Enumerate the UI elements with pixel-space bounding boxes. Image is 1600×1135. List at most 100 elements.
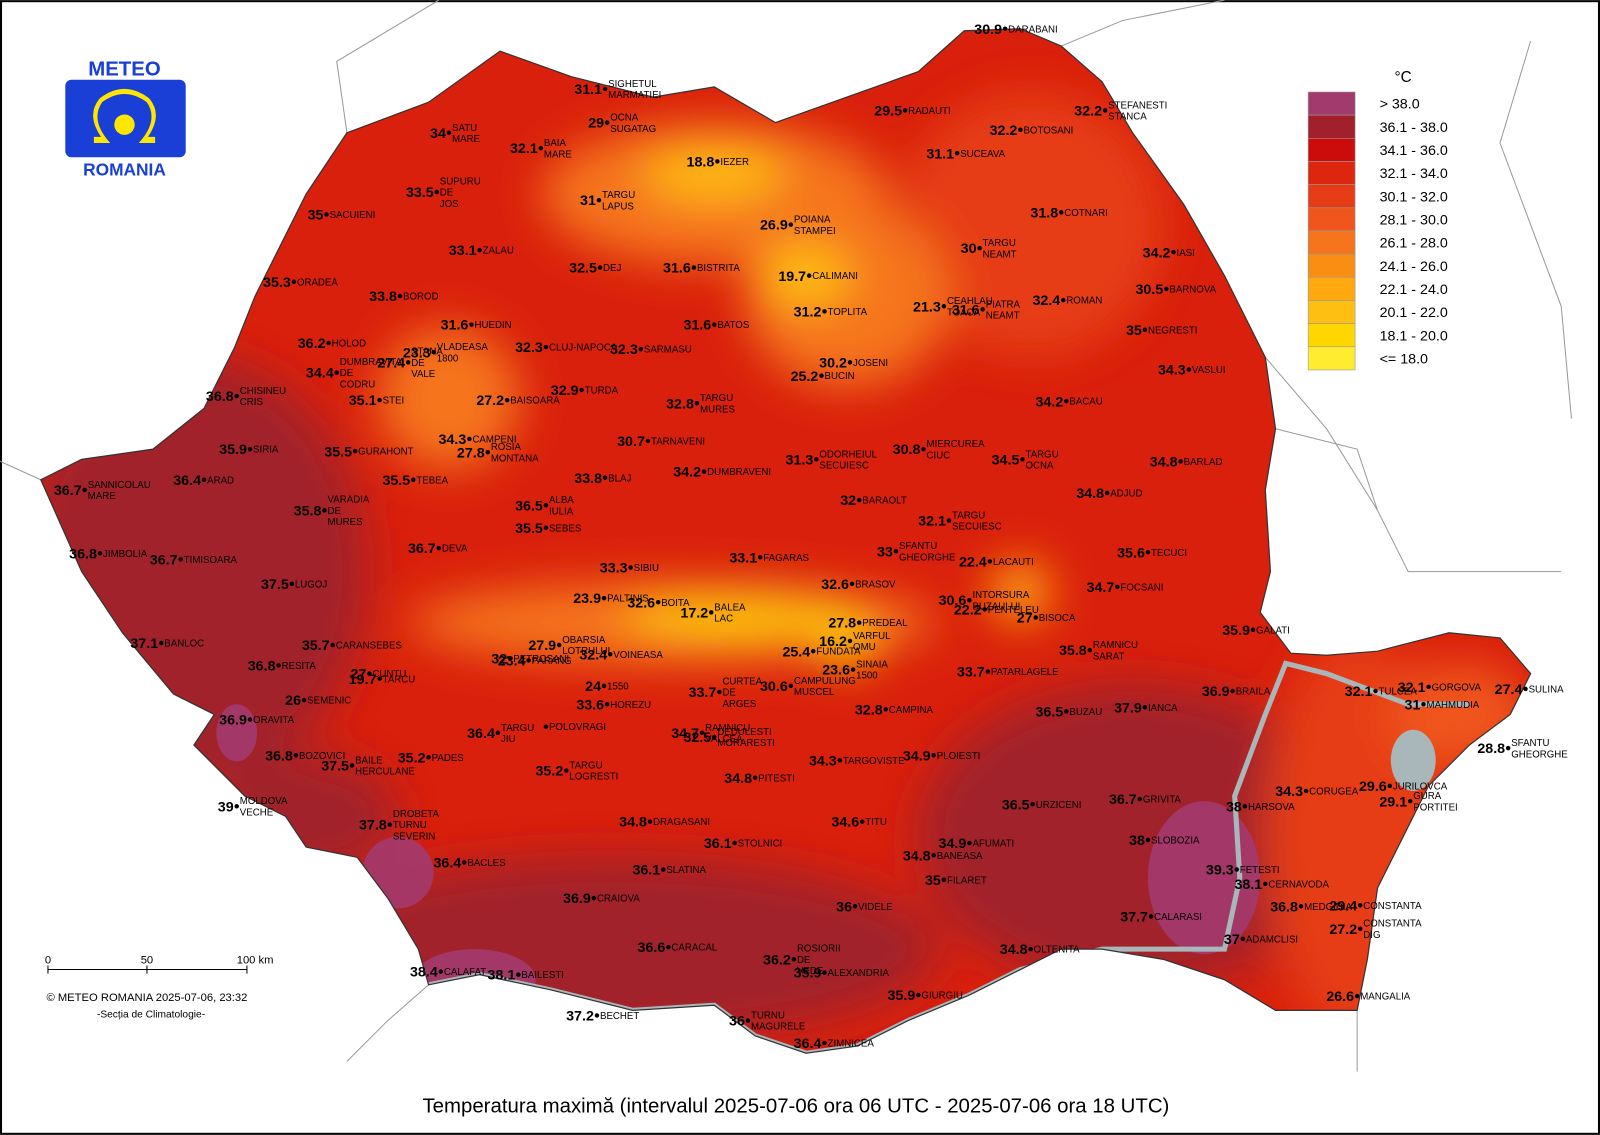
station-name: IULIA <box>549 506 574 517</box>
station-name: HOLOD <box>332 339 366 350</box>
station-dot <box>426 755 431 760</box>
station-name: SLATINA <box>666 865 706 876</box>
station-value: 26 <box>285 693 301 709</box>
station-value: 24 <box>585 679 601 695</box>
station: 34.3 CAMPENI <box>439 432 517 448</box>
station-value: 31.6 <box>663 261 691 277</box>
legend-label: 30.1 - 32.0 <box>1380 189 1448 205</box>
station-name: SARAT <box>1093 651 1125 662</box>
station-value: 34.2 <box>673 465 701 481</box>
station: 35.6 TECUCI <box>1117 545 1187 561</box>
station: 30.5 BARNOVA <box>1135 282 1216 298</box>
station-name: NEAMT <box>983 249 1017 260</box>
station-dot <box>538 145 544 151</box>
station-value: 31.1 <box>926 146 954 162</box>
station-name: ALEXANDRIA <box>828 968 890 979</box>
station-value: 34.5 <box>992 452 1020 468</box>
station-dot <box>97 550 103 556</box>
station-name: ORADEA <box>297 277 338 288</box>
scale-label: 50 <box>141 954 153 966</box>
station-name: TARNAVENI <box>651 437 705 448</box>
station-name: VARADIA <box>328 495 370 506</box>
station-value: 18.8 <box>687 154 715 170</box>
station-value: 32.1 <box>918 514 946 530</box>
station: 22.2 PENTELEU <box>954 602 1039 618</box>
station-value: 38.1 <box>1234 877 1262 893</box>
legend-swatch <box>1307 207 1356 232</box>
station-name: CIUC <box>927 450 951 461</box>
legend-label: 28.1 - 30.0 <box>1380 212 1448 228</box>
station-name: BOITA <box>661 598 690 609</box>
station-value: 36.2 <box>763 952 791 968</box>
station: 19.7 CALIMANI <box>778 269 858 285</box>
station-value: 34.3 <box>439 432 467 448</box>
station: 36.2 HOLOD <box>298 336 366 352</box>
station-dot <box>158 640 164 646</box>
station-value: 34.7 <box>671 726 699 742</box>
station-value: 34.2 <box>1035 394 1063 410</box>
station-value: 16.2 <box>819 634 847 650</box>
station: 19.7 TARCU <box>349 672 416 688</box>
station-dot <box>601 683 607 689</box>
station-name: HOREZU <box>610 700 651 711</box>
station-name: RADAUTI <box>908 106 951 117</box>
station-value: 32.5 <box>569 261 597 277</box>
station-name: SULINA <box>1529 685 1565 696</box>
station-name: MUSCEL <box>794 687 835 698</box>
station-dot <box>850 667 856 672</box>
station-value: 26.6 <box>1326 989 1354 1005</box>
station-name: JOS <box>440 199 459 210</box>
station-name: MANGALIA <box>1360 992 1411 1003</box>
station-value: 30.9 <box>974 22 1002 38</box>
station-name: JIMBOLIA <box>103 549 148 560</box>
station-dot <box>712 734 717 740</box>
station-value: 34.8 <box>1150 454 1178 470</box>
station-name: ROSIORII <box>797 944 841 955</box>
station-dot <box>822 309 827 314</box>
station-value: 32.5 <box>683 730 711 746</box>
station-value: 30.5 <box>1135 282 1163 298</box>
legend-label: <= 18.0 <box>1380 351 1428 367</box>
station-dot <box>82 487 87 493</box>
station-name: POIANA <box>794 215 831 226</box>
station-value: 32.4 <box>579 647 607 663</box>
station-value: 35.6 <box>1117 545 1145 561</box>
station-value: 37.2 <box>566 1009 594 1025</box>
station-dot <box>1298 904 1304 909</box>
station-name: HUEDIN <box>474 320 511 331</box>
station-name: TOPLITA <box>828 307 868 318</box>
station-value: 33.7 <box>957 665 985 681</box>
station-dot <box>462 860 467 865</box>
station-name: TARGU <box>501 723 534 734</box>
station-dot <box>495 730 501 736</box>
station: 36.9 ORAVITA <box>219 713 295 729</box>
station-value: 33.8 <box>574 471 602 487</box>
station-dot <box>477 247 482 253</box>
station-name: CALARASI <box>1154 912 1202 923</box>
station-name: TURDA <box>585 386 619 397</box>
station-value: 32.9 <box>551 383 579 399</box>
station-name: INTORSURA <box>972 590 1029 601</box>
station-dot <box>301 697 307 703</box>
station-value: 32 <box>840 493 856 509</box>
station-dot <box>602 475 608 480</box>
station-dot <box>860 819 865 824</box>
station-name: FOCSANI <box>1120 582 1163 593</box>
station: 34.3 TARGOVISTE <box>809 753 905 769</box>
station-name: SINAIA <box>856 660 888 671</box>
station-dot <box>856 497 862 503</box>
station-value: 37.5 <box>321 759 349 775</box>
station-dot <box>543 724 549 729</box>
station: 35.9 GIURGIU <box>888 988 963 1004</box>
station-value: 21.3 <box>913 299 941 315</box>
station-name: DE <box>797 955 811 966</box>
station-value: 34.8 <box>1000 942 1028 958</box>
neighbor-borders <box>0 0 1572 1072</box>
station-name: BECHET <box>600 1011 639 1022</box>
